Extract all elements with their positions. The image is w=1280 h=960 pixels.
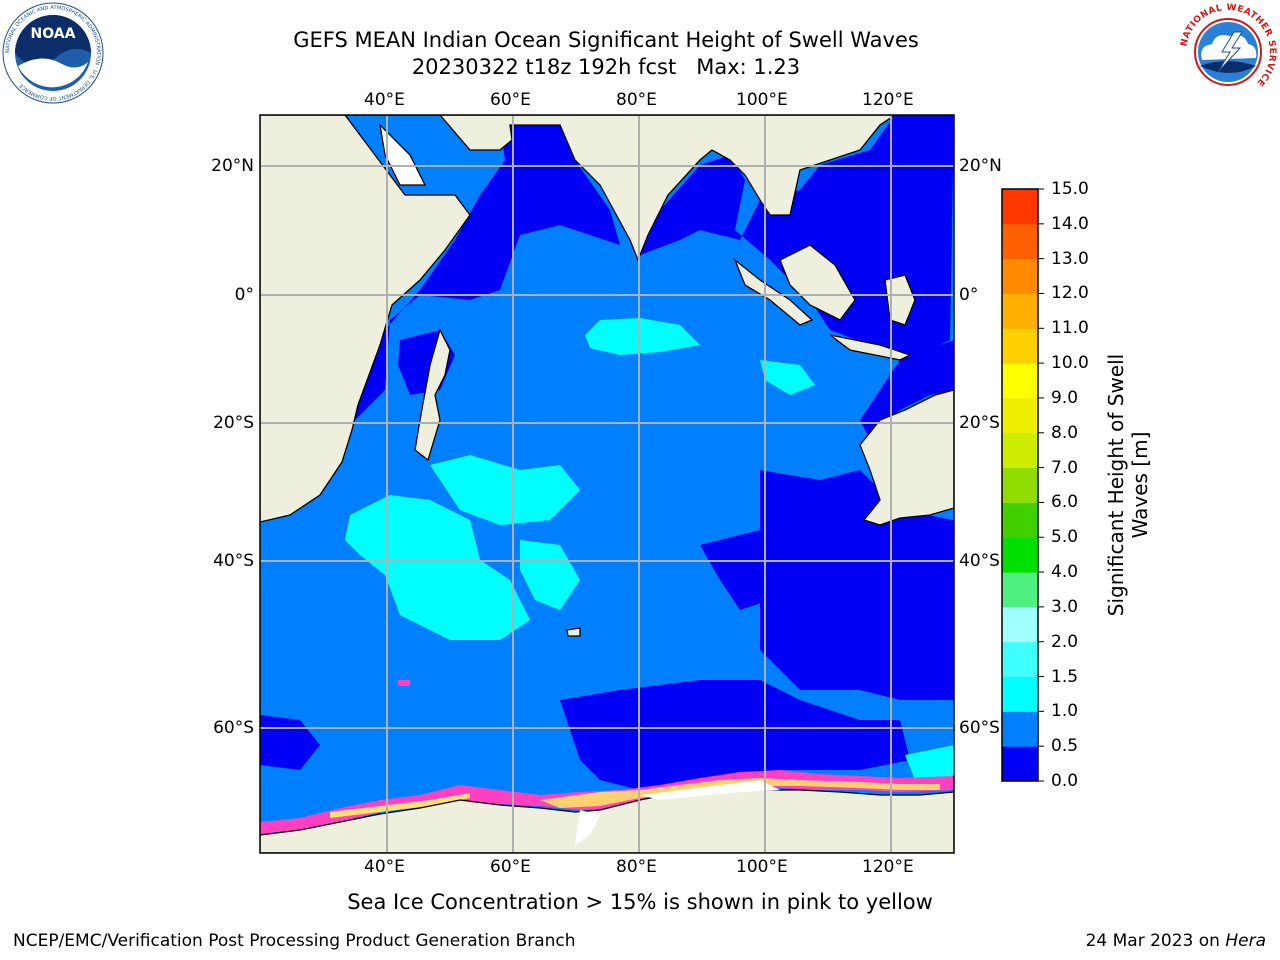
lon-tick-top-60e: 60°E: [490, 90, 531, 110]
colorbar-segment: [1002, 293, 1038, 329]
colorbar-segment: [1002, 223, 1038, 260]
colorbar-tick-label: 5.0: [1051, 527, 1079, 548]
footer-branch: NCEP/EMC/Verification Post Processing Pr…: [13, 931, 576, 951]
colorbar-tick-label: 8.0: [1051, 422, 1079, 443]
lat-tick-right-0: 0°: [959, 285, 979, 305]
lon-tick-bottom-120e: 120°E: [862, 857, 914, 877]
colorbar-tick-label: 2.0: [1051, 631, 1079, 652]
colorbar-tick-label: 14.0: [1051, 213, 1089, 234]
colorbar-segment: [1002, 328, 1038, 364]
colorbar-segment: [1002, 258, 1038, 294]
footer-host: Hera: [1225, 931, 1266, 951]
map-title-line1: GEFS MEAN Indian Ocean Significant Heigh…: [293, 28, 919, 52]
colorbar-segment: [1002, 746, 1038, 782]
noaa-logo-icon: NOAA NATIONAL OCEANIC AND ATMOSPHERIC AD…: [2, 2, 104, 104]
colorbar-segment: [1002, 606, 1038, 643]
colorbar-tick-label: 6.0: [1051, 492, 1079, 513]
lat-tick-right-40s: 40°S: [959, 551, 1000, 571]
lat-tick-right-20s: 20°S: [959, 413, 1000, 433]
lat-tick-left-60s: 60°S: [213, 718, 254, 738]
colorbar-tick-label: 11.0: [1051, 318, 1089, 339]
colorbar-segment: [1002, 641, 1038, 678]
lat-tick-left-20s: 20°S: [213, 413, 254, 433]
colorbar-tick-label: 4.0: [1051, 562, 1079, 583]
colorbar-frame: [1001, 188, 1039, 782]
colorbar-tick-label: 0.5: [1051, 736, 1079, 757]
sea-ice-edge: [260, 680, 954, 834]
colorbar-segment: [1002, 363, 1038, 399]
coastal-mask: [575, 780, 780, 845]
lon-tick-top-120e: 120°E: [862, 90, 914, 110]
land-masses: [260, 115, 954, 853]
colorbar-label: Significant Height of Swell Waves [m]: [1104, 353, 1152, 617]
colorbar-segment: [1002, 189, 1038, 225]
colorbar-tick-label: 13.0: [1051, 248, 1089, 269]
lat-tick-left-0: 0°: [234, 285, 254, 305]
colorbar-tick-label: 7.0: [1051, 457, 1079, 478]
nws-logo-icon: NATIONAL WEATHER SERVICE: [1179, 3, 1277, 101]
colorbar-tick-label: 3.0: [1051, 596, 1079, 617]
lon-tick-bottom-40e: 40°E: [364, 857, 405, 877]
colorbar-segment: [1002, 432, 1038, 469]
colorbar-segment: [1002, 467, 1038, 503]
lat-tick-left-40s: 40°S: [213, 551, 254, 571]
colorbar-segment: [1002, 676, 1038, 712]
map-title-line2: 20230322 t18z 192h fcst Max: 1.23: [411, 55, 801, 79]
graticule: [260, 115, 954, 853]
lat-tick-right-60s: 60°S: [959, 718, 1000, 738]
footer-date: 24 Mar 2023 on Hera: [1086, 931, 1266, 951]
colorbar-tick-label: 0.0: [1051, 771, 1079, 791]
colorbar-tick-label: 10.0: [1051, 353, 1089, 374]
colorbar-tick-label: 15.0: [1051, 179, 1089, 199]
lat-tick-left-20n: 20°N: [211, 156, 254, 176]
colorbar-segment: [1002, 572, 1038, 608]
noaa-logo-text: NOAA: [31, 26, 76, 42]
low-swell-regions: [260, 115, 954, 790]
colorbar-tick-label: 1.5: [1051, 666, 1079, 687]
lon-tick-bottom-80e: 80°E: [616, 857, 657, 877]
lat-tick-right-20n: 20°N: [959, 156, 1002, 176]
moderate-swell-regions: [345, 318, 954, 780]
colorbar: [1001, 188, 1044, 782]
colorbar-tick-label: 1.0: [1051, 701, 1079, 722]
colorbar-tick-label: 9.0: [1051, 387, 1079, 408]
lon-tick-top-80e: 80°E: [616, 90, 657, 110]
map-frame: [259, 114, 955, 854]
sea-ice-caption: Sea Ice Concentration > 15% is shown in …: [347, 890, 933, 914]
footer-date-text: 24 Mar 2023 on: [1085, 931, 1226, 951]
colorbar-segment: [1002, 397, 1038, 434]
colorbar-segment: [1002, 502, 1038, 538]
colorbar-segment: [1002, 537, 1038, 573]
lon-tick-bottom-60e: 60°E: [490, 857, 531, 877]
lon-tick-bottom-100e: 100°E: [736, 857, 788, 877]
lon-tick-top-40e: 40°E: [364, 90, 405, 110]
lon-tick-top-100e: 100°E: [736, 90, 788, 110]
colorbar-tick-label: 12.0: [1051, 283, 1089, 304]
colorbar-segment: [1002, 711, 1038, 747]
